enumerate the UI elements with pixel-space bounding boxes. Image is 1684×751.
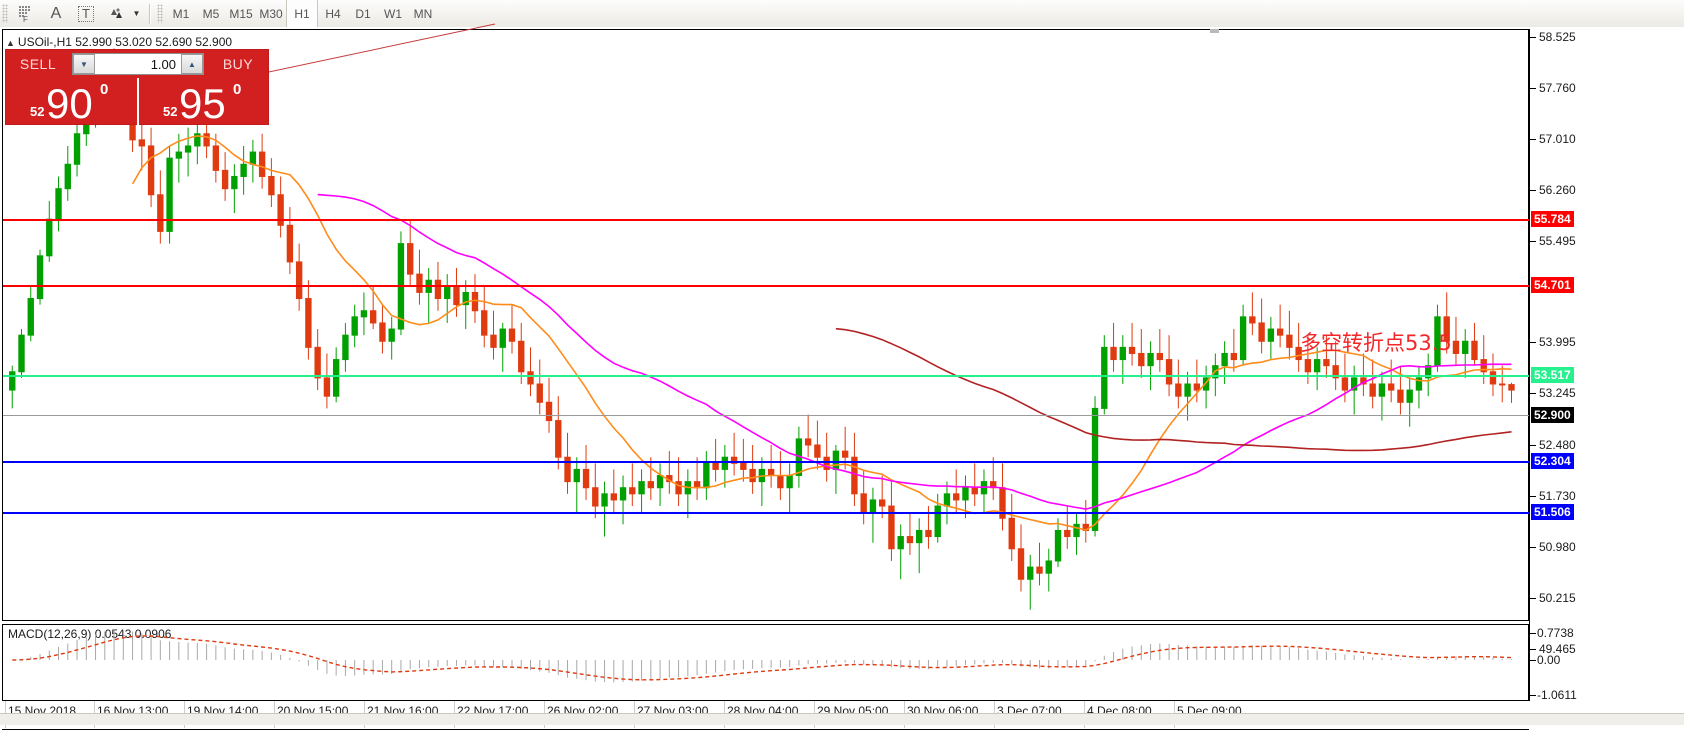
price-label: 57.760	[1539, 81, 1576, 95]
volume-input[interactable]: ▼ 1.00 ▲	[72, 53, 204, 75]
price-label: 58.525	[1539, 30, 1576, 44]
svg-text:F: F	[23, 15, 28, 22]
level-line-55784	[3, 219, 1529, 221]
macd-pane-border	[2, 624, 1529, 701]
buy-price-integer: 52	[163, 104, 178, 119]
symbol-info-line: ▲ USOil-,H1 52.990 53.020 52.690 52.900	[6, 35, 232, 49]
macd-axis-label: 0.00	[1537, 653, 1561, 667]
buy-quote[interactable]: 52 95 0	[137, 78, 270, 125]
timeframe-m15[interactable]: M15	[229, 6, 253, 21]
price-label: 53.995	[1539, 335, 1576, 349]
macd-tick	[1530, 660, 1536, 661]
price-label: 53.245	[1539, 386, 1576, 400]
sell-price-fraction: 0	[100, 81, 109, 98]
level-line-52900	[3, 415, 1529, 416]
timeframe-mn[interactable]: MN	[413, 6, 433, 21]
price-label: 55.495	[1539, 234, 1576, 248]
level-line-52304	[3, 461, 1529, 463]
timeframe-w1[interactable]: W1	[384, 6, 402, 21]
text-label-icon[interactable]: A	[50, 4, 62, 22]
price-label: 50.980	[1539, 540, 1576, 554]
timeframe-m30[interactable]: M30	[259, 6, 283, 21]
trade-panel-quotes: 52 90 0 52 95 0	[6, 78, 270, 125]
one-click-trading-panel[interactable]: SELL ▼ 1.00 ▲ BUY 52 90 0 52 95 0	[5, 49, 269, 125]
macd-series	[12, 630, 1512, 683]
price-tick	[1530, 88, 1536, 89]
timeframe-h4[interactable]: H4	[325, 6, 341, 21]
text-box-icon[interactable]: T	[71, 1, 101, 26]
level-line-51506	[3, 512, 1529, 514]
price-level-badge[interactable]: 54.701	[1531, 277, 1574, 293]
price-tick	[1530, 37, 1536, 38]
symbol-info-text: USOil-,H1 52.990 53.020 52.690 52.900	[17, 35, 233, 49]
price-level-badge[interactable]: 53.517	[1531, 367, 1574, 383]
timeframe-m1[interactable]: M1	[172, 6, 190, 21]
price-tick	[1530, 190, 1536, 191]
price-tick	[1530, 496, 1536, 497]
toolbar-divider	[149, 3, 151, 24]
buy-price-fraction: 0	[233, 81, 242, 98]
buy-button[interactable]: BUY	[222, 56, 254, 72]
price-tick	[1530, 139, 1536, 140]
trend-line	[245, 23, 496, 78]
price-label: 49.465	[1539, 642, 1576, 656]
price-level-badge[interactable]: 52.900	[1531, 407, 1574, 423]
price-axis-line	[1529, 29, 1530, 701]
scroll-marker[interactable]	[1210, 29, 1219, 33]
sell-price-integer: 52	[30, 104, 45, 119]
macd-tick	[1530, 633, 1536, 634]
price-label: 50.215	[1539, 591, 1576, 605]
sell-quote[interactable]: 52 90 0	[6, 78, 137, 125]
sell-button[interactable]: SELL	[19, 56, 57, 72]
price-series	[9, 48, 1515, 610]
objects-icon[interactable]	[101, 1, 131, 26]
price-tick	[1530, 393, 1536, 394]
price-label: 57.010	[1539, 132, 1576, 146]
price-pane-border	[2, 29, 1529, 621]
sell-price-big: 90	[46, 80, 93, 127]
level-line-53517	[3, 375, 1529, 377]
chart-area[interactable]: 多空转折点53.5 ▲ USOil-,H1 52.990 53.020 52.69…	[0, 23, 1684, 751]
price-tick	[1530, 649, 1536, 650]
time-axis	[2, 701, 1529, 730]
buy-price-big: 95	[179, 80, 226, 127]
price-level-badge[interactable]: 52.304	[1531, 453, 1574, 469]
indicator-list-icon[interactable]: F	[11, 1, 41, 26]
timeframe-grip[interactable]	[157, 4, 163, 23]
chevron-down-icon[interactable]: ▼	[132, 9, 141, 18]
trade-panel-top-row: SELL ▼ 1.00 ▲ BUY	[6, 50, 270, 78]
price-label: 56.260	[1539, 183, 1576, 197]
volume-decrement-button[interactable]: ▼	[73, 54, 95, 74]
price-label: 52.480	[1539, 438, 1576, 452]
price-tick	[1530, 445, 1536, 446]
timeframe-m5[interactable]: M5	[202, 6, 220, 21]
price-tick	[1530, 342, 1536, 343]
price-level-badge[interactable]: 51.506	[1531, 504, 1574, 520]
macd-axis-label: 0.7738	[1537, 626, 1574, 640]
price-tick	[1530, 598, 1536, 599]
annotation-text: 多空转折点53.5	[1300, 331, 1452, 355]
level-line-54701	[3, 285, 1529, 287]
timeframe-d1[interactable]: D1	[355, 6, 371, 21]
collapse-triangle-icon[interactable]: ▲	[6, 38, 15, 48]
volume-value[interactable]: 1.00	[150, 56, 176, 72]
toolbar-grip[interactable]	[2, 4, 8, 23]
price-level-badge[interactable]: 55.784	[1531, 211, 1574, 227]
price-label: 51.730	[1539, 489, 1576, 503]
macd-axis-label: -1.0611	[1537, 688, 1577, 702]
volume-increment-button[interactable]: ▲	[181, 54, 203, 74]
status-bar	[0, 713, 1684, 725]
price-tick	[1530, 547, 1536, 548]
price-tick	[1530, 241, 1536, 242]
macd-label: MACD(12,26,9) 0.0543 0.0906	[8, 627, 172, 641]
timeframe-h1[interactable]: H1	[286, 0, 318, 27]
macd-tick	[1530, 695, 1536, 696]
